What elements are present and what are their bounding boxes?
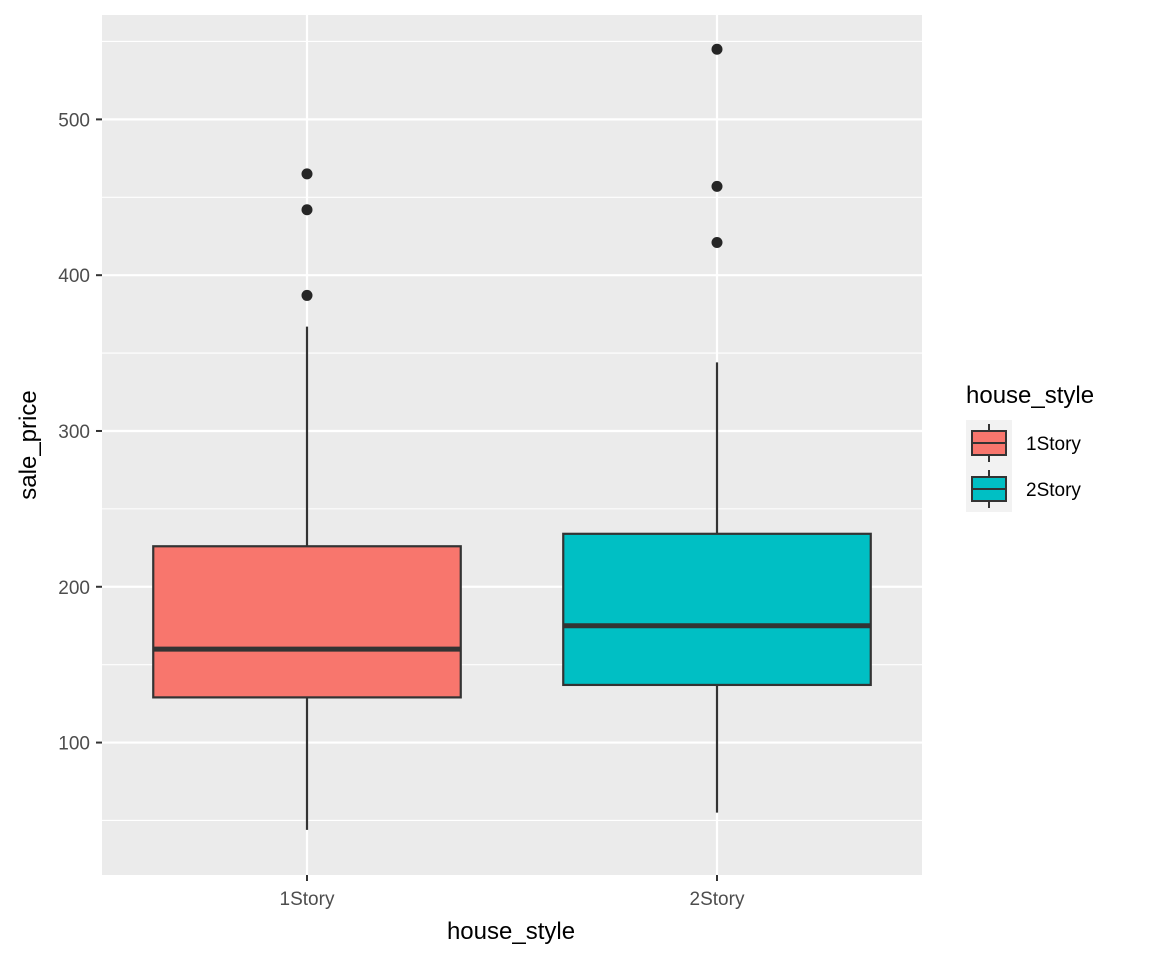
legend-label: 1Story bbox=[1026, 434, 1081, 455]
x-tick-label: 2Story bbox=[690, 889, 745, 910]
outlier-point bbox=[301, 289, 313, 301]
outlier-point bbox=[711, 236, 723, 248]
box-iqr bbox=[562, 532, 872, 687]
legend-label: 2Story bbox=[1026, 480, 1081, 501]
y-axis: 100 200 300 400 500 bbox=[58, 110, 102, 755]
outlier-point bbox=[711, 180, 723, 192]
legend: house_style 1Story 2Story bbox=[966, 382, 1094, 512]
x-tick-label: 1Story bbox=[280, 889, 335, 910]
x-axis-title: house_style bbox=[447, 918, 575, 945]
y-tick-label: 500 bbox=[58, 110, 90, 131]
y-tick-label: 300 bbox=[58, 422, 90, 443]
legend-item-2Story: 2Story bbox=[966, 466, 1081, 512]
y-axis-title: sale_price bbox=[15, 390, 42, 499]
x-axis: 1Story 2Story bbox=[280, 875, 745, 910]
y-tick-label: 200 bbox=[58, 578, 90, 599]
legend-title: house_style bbox=[966, 382, 1094, 409]
outlier-point bbox=[711, 43, 723, 55]
legend-items: 1Story 2Story bbox=[966, 420, 1081, 512]
outlier-point bbox=[301, 168, 313, 180]
box-layer bbox=[152, 43, 872, 830]
box-group-1Story bbox=[152, 168, 462, 830]
y-tick-label: 400 bbox=[58, 266, 90, 287]
legend-item-1Story: 1Story bbox=[966, 420, 1081, 466]
outlier-point bbox=[301, 204, 313, 216]
y-tick-label: 100 bbox=[58, 734, 90, 755]
plot-panel bbox=[102, 15, 922, 875]
box-group-2Story bbox=[562, 43, 872, 813]
box-iqr bbox=[152, 545, 462, 699]
